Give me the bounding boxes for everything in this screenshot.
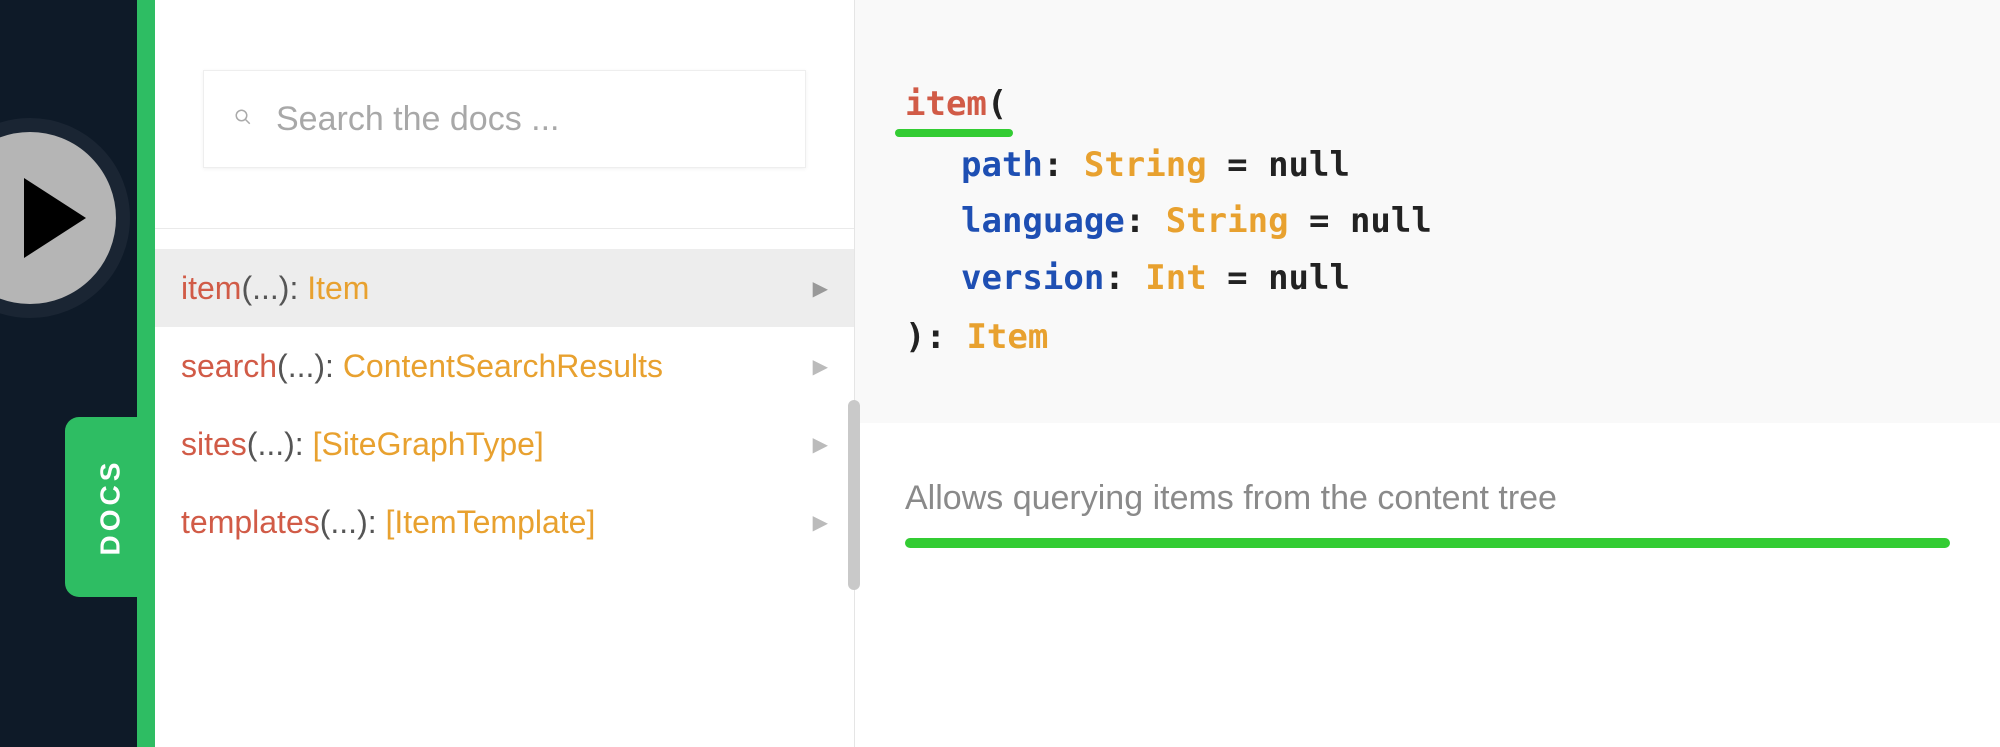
- description-underline: [905, 538, 1950, 548]
- chevron-right-icon: ▶: [813, 354, 828, 379]
- chevron-right-icon: ▶: [813, 510, 828, 535]
- description-block: Allows querying items from the content t…: [855, 423, 2000, 548]
- signature-arg-path: path: String = null: [961, 139, 1950, 192]
- api-row-sites[interactable]: sites(...): [SiteGraphType] ▶: [155, 405, 854, 483]
- signature-args: path: String = null language: String = n…: [905, 139, 1950, 305]
- docs-tab-label: DOCS: [94, 459, 126, 556]
- list-panel: item(...): Item ▶ search(...): ContentSe…: [155, 0, 855, 747]
- signature-block: item( path: String = null language: Stri…: [855, 0, 2000, 423]
- description-text: Allows querying items from the content t…: [905, 473, 1950, 524]
- api-row-label: templates(...): [ItemTemplate]: [181, 504, 595, 541]
- search-input[interactable]: [276, 100, 775, 139]
- arg-name: language: [961, 201, 1125, 241]
- rail-inner: [0, 0, 147, 747]
- api-fn-ret: [ItemTemplate]: [386, 504, 596, 540]
- chevron-right-icon: ▶: [813, 432, 828, 457]
- signature-fn-name: item: [905, 84, 987, 124]
- signature-close: ): Item: [905, 311, 1950, 364]
- api-fn-args: (...): [277, 348, 325, 384]
- api-fn-ret: ContentSearchResults: [343, 348, 663, 384]
- arg-colon: :: [1125, 201, 1166, 241]
- api-fn-name: sites: [181, 426, 247, 462]
- arg-type: String: [1084, 145, 1207, 185]
- arg-default: = null: [1289, 201, 1432, 241]
- search-icon: [234, 108, 252, 131]
- api-fn-name: templates: [181, 504, 320, 540]
- signature-underline: [895, 129, 1013, 137]
- api-fn-ret: Item: [307, 270, 369, 306]
- api-list: item(...): Item ▶ search(...): ContentSe…: [155, 229, 854, 581]
- signature-head: item(: [905, 78, 1007, 131]
- arg-default: = null: [1207, 145, 1350, 185]
- signature-return-type: Item: [966, 317, 1048, 357]
- api-fn-sep: :: [368, 504, 386, 540]
- arg-type: Int: [1145, 258, 1206, 298]
- api-fn-args: (...): [241, 270, 289, 306]
- signature-arg-language: language: String = null: [961, 195, 1950, 248]
- play-icon: [24, 178, 86, 258]
- api-fn-sep: :: [325, 348, 343, 384]
- api-row-templates[interactable]: templates(...): [ItemTemplate] ▶: [155, 483, 854, 561]
- arg-colon: :: [1104, 258, 1145, 298]
- detail-panel: item( path: String = null language: Stri…: [855, 0, 2000, 747]
- api-fn-sep: :: [295, 426, 313, 462]
- api-fn-name: item: [181, 270, 241, 306]
- signature-close-paren: ): [905, 317, 925, 357]
- api-row-label: search(...): ContentSearchResults: [181, 348, 663, 385]
- arg-name: path: [961, 145, 1043, 185]
- app-root: DOCS item(...): Item ▶: [0, 0, 2000, 747]
- arg-default: = null: [1207, 258, 1350, 298]
- signature-ret-sep: :: [925, 317, 966, 357]
- api-fn-ret: [SiteGraphType]: [313, 426, 544, 462]
- api-row-search[interactable]: search(...): ContentSearchResults ▶: [155, 327, 854, 405]
- api-fn-args: (...): [247, 426, 295, 462]
- search-wrap: [155, 0, 854, 228]
- search-box[interactable]: [203, 70, 806, 168]
- list-scrollbar[interactable]: [848, 400, 860, 590]
- arg-type: String: [1166, 201, 1289, 241]
- chevron-right-icon: ▶: [813, 276, 828, 301]
- api-row-label: item(...): Item: [181, 270, 369, 307]
- api-row-item[interactable]: item(...): Item ▶: [155, 249, 854, 327]
- arg-colon: :: [1043, 145, 1084, 185]
- left-rail: DOCS: [0, 0, 155, 747]
- signature-open-paren: (: [987, 84, 1007, 124]
- api-fn-name: search: [181, 348, 277, 384]
- rail-green-strip: [137, 0, 155, 747]
- api-row-label: sites(...): [SiteGraphType]: [181, 426, 544, 463]
- arg-name: version: [961, 258, 1104, 298]
- api-fn-args: (...): [320, 504, 368, 540]
- signature-arg-version: version: Int = null: [961, 252, 1950, 305]
- api-fn-sep: :: [289, 270, 307, 306]
